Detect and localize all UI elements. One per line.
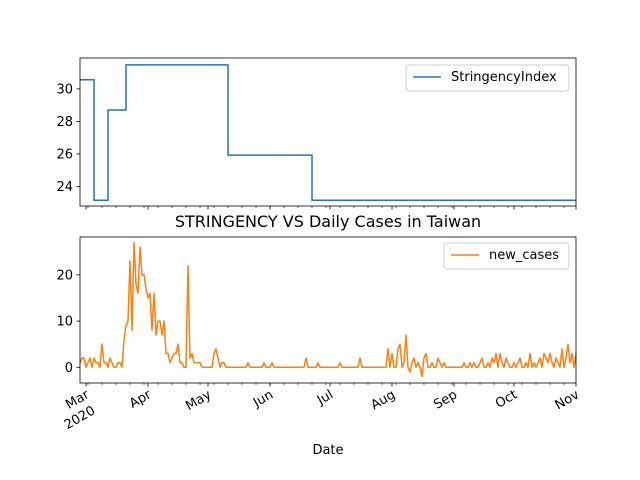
stringency-axes-frame — [79, 57, 577, 207]
stringency-y-ticks: 24 26 28 30 — [56, 82, 80, 195]
stringency-y-tick-label: 30 — [56, 82, 73, 97]
stringency-x-ticks — [85, 206, 577, 210]
stringency-legend: StringencyIndex — [405, 64, 570, 92]
stringency-series-group — [80, 64, 576, 202]
x-axis-label: Date — [312, 443, 343, 458]
stringency-legend-box — [405, 64, 570, 92]
cases-legend-box — [443, 242, 570, 270]
stringency-y-tick-label: 28 — [56, 115, 73, 130]
cases-series-group — [79, 241, 577, 378]
cases-y-tick-label: 20 — [56, 268, 73, 283]
cases-y-tick-label: 10 — [56, 315, 73, 330]
chart-title: STRINGENCY VS Daily Cases in Taiwan — [175, 212, 481, 231]
stringency-legend-label: StringencyIndex — [451, 70, 557, 85]
new-cases-line — [79, 241, 577, 378]
x-tick-label: Jul — [314, 387, 336, 408]
stringency-y-tick-label: 26 — [56, 147, 73, 162]
cases-legend: new_cases — [443, 242, 570, 270]
stringency-y-tick-label: 24 — [56, 180, 73, 195]
cases-legend-label: new_cases — [489, 248, 559, 263]
stringency-line — [80, 64, 576, 202]
cases-y-ticks: 0 10 20 — [56, 268, 80, 376]
cases-y-tick-label: 0 — [65, 361, 73, 376]
stringency-axes: 24 26 28 30 StringencyIndex — [56, 57, 577, 210]
cases-axes-frame — [79, 236, 577, 384]
